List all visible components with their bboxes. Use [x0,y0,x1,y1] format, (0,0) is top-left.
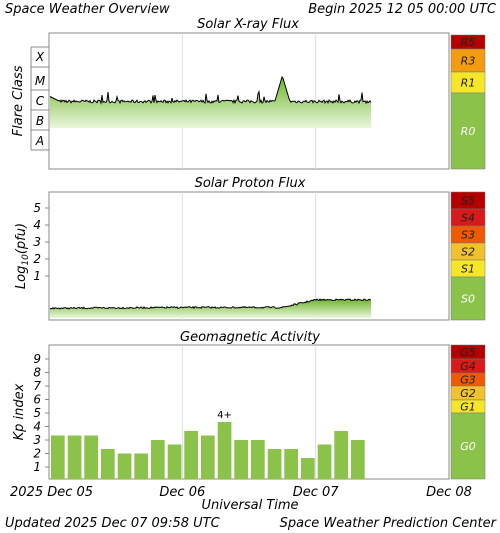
kp-y-label: Kp index [12,383,27,440]
scale-level-box [450,412,486,480]
scale-level-label: S5 [461,195,475,208]
xray-flux-line [49,76,372,105]
kp-y-tick-label: 6 [33,393,41,407]
kp-bar [184,431,198,479]
flare-class-x: X [35,50,45,64]
kp-y-tick-label: 9 [33,352,41,366]
header-begin: Begin 2025 12 05 00:00 UTC [308,2,497,17]
header-title: Space Weather Overview [5,2,170,17]
scale-level-label: S1 [461,263,475,276]
kp-bar [334,431,348,479]
geomag-plot-frame [48,344,450,480]
kp-y-tick-label: 1 [33,460,41,474]
kp-y-tick-label: 8 [33,366,41,380]
kp-bar [317,444,332,479]
radiation-storm-scale: S5 S4 S3 S2 S1 S0 [450,191,486,321]
kp-bar [234,440,248,479]
geomag-panel-title: Geomagnetic Activity [180,330,320,345]
kp-bar [84,435,98,479]
scale-level-box [450,92,486,170]
footer-center: Space Weather Prediction Center [280,516,498,531]
flare-class-scale [30,46,49,151]
proton-panel-title: Solar Proton Flux [195,176,306,191]
scale-level-label: S0 [461,293,475,306]
kp-bar [217,422,232,479]
header-begin-label: Begin [308,2,345,17]
kp-bar [134,453,148,479]
scale-level-label: R3 [461,55,476,68]
scale-level-label: S3 [461,229,475,242]
scale-level-label: S4 [461,212,475,225]
scale-level-label: G2 [460,387,476,400]
xray-flux-area [50,77,371,128]
kp-bar [301,458,315,479]
flare-class-a: A [35,134,44,148]
kp-bar [267,449,282,479]
x-tick-label: Dec 08 [426,485,472,500]
scale-level-label: G3 [460,374,476,387]
scale-level-label: R0 [461,125,476,138]
day-gridlines [181,33,317,479]
x-tick-label: 2025 Dec 05 [10,485,93,500]
kp-bar-annotation: 4+ [217,410,232,421]
proton-flux-area [50,299,371,318]
kp-y-tick-label: 5 [33,406,41,420]
flare-class-c: C [36,94,45,108]
proton-y-tick-label: 3 [33,235,41,249]
kp-y-tick-label: 3 [33,433,41,447]
x-axis-title: Universal Time [201,498,298,513]
scale-level-label: R5 [461,36,476,49]
scale-level-label: R1 [461,77,476,90]
scale-level-label: G1 [460,401,476,414]
scale-level-box [450,276,486,321]
flare-class-m: M [35,74,46,88]
proton-flux-line [49,298,372,310]
proton-y-ticks: 1 2 3 4 5 [33,201,49,283]
kp-bar [167,444,182,479]
kp-bar [67,435,82,479]
kp-bar [151,440,165,479]
kp-bar [201,435,215,479]
kp-bar [351,440,365,479]
kp-y-tick-label: 2 [33,447,41,461]
xray-panel-title: Solar X-ray Flux [197,17,299,32]
kp-y-tick-label: 4 [33,420,41,434]
scale-level-label: G4 [460,360,476,373]
proton-plot-frame [48,191,450,321]
x-tick-label: Dec 06 [159,485,205,500]
flare-class-b: B [36,114,44,128]
radio-blackout-scale: R5 R3 R1 R0 [450,34,486,170]
proton-y-tick-label: 5 [33,201,41,215]
x-tick-label: Dec 07 [293,485,340,500]
kp-bars: 4+ [51,410,365,479]
proton-y-tick-label: 2 [33,252,41,266]
kp-bar [284,449,298,479]
kp-bar [101,449,115,479]
proton-y-label: Log10(pfu) [14,223,31,289]
kp-y-tick-label: 7 [33,379,41,393]
header-begin-value: 2025 12 05 00:00 UTC [349,2,497,17]
scale-level-label: G0 [460,440,476,453]
footer-updated-label: Updated [5,516,61,531]
kp-bar [251,440,265,479]
footer-updated: Updated 2025 Dec 07 09:58 UTC [5,516,221,531]
footer-updated-value: 2025 Dec 07 09:58 UTC [64,516,220,531]
x-axis-ticks: 2025 Dec 05 Dec 06 Dec 07 Dec 08 [10,485,472,500]
proton-y-tick-label: 1 [33,269,41,283]
scale-level-label: S2 [461,246,475,259]
proton-y-tick-label: 4 [33,218,41,232]
kp-bar [51,435,65,479]
xray-y-label: Flare Class [11,65,26,136]
scale-level-label: G5 [460,346,476,359]
kp-bar [117,453,132,479]
